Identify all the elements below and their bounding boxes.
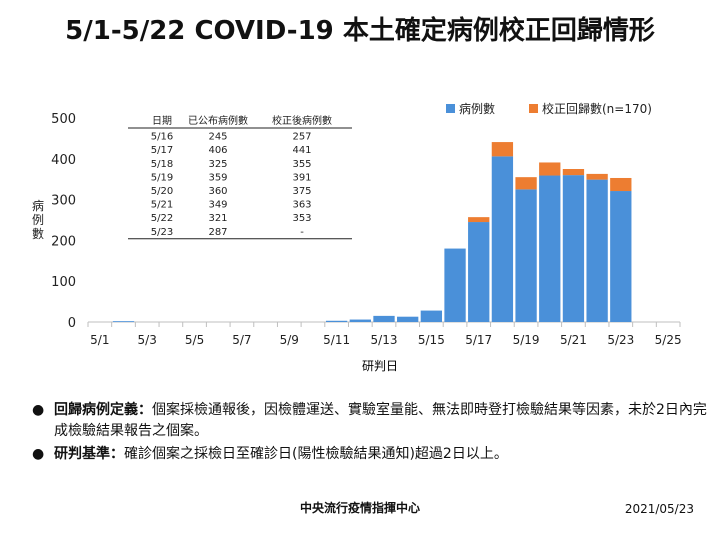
table-cell: - [300,227,304,238]
note-term: 回歸病例定義： [54,402,152,418]
legend-label: 校正回歸數(n=170) [542,101,652,116]
bar-cases [539,175,561,322]
data-table: 日期 已公布病例數 校正後病例數 5/16 245 257 5/17 406 441 5/18 32… [128,114,352,240]
table-cell: 391 [292,172,311,183]
x-tick-label: 5/9 [280,333,299,347]
chart-legend: 病例數 校正回歸數(n=170) [446,101,652,116]
footer-date: 2021/05/23 [624,502,694,516]
y-tick-label: 500 [51,112,76,127]
table-cell: 349 [208,200,227,211]
table-cell: 5/22 [151,213,173,224]
bar-regression [539,162,561,176]
legend-swatch-cases [446,104,455,113]
chart-bars [112,142,632,322]
bar-regression [562,169,585,176]
bar-cases [586,179,608,322]
y-tick-label: 200 [51,234,76,249]
table-cell: 363 [292,200,311,211]
x-tick-label: 5/25 [655,333,682,347]
bar-regression [468,217,490,223]
bar-regression [491,142,514,157]
table-cell: 5/21 [151,200,173,211]
table-cell: 441 [292,145,311,156]
table-cell: 287 [208,227,227,238]
bullet-icon: ● [32,402,45,418]
table-cell: 359 [208,172,227,183]
note-text: 個案採檢通報後，因檢體運送、實驗室量能、無法即時登打檢驗結果等因素，未於2日內完… [54,402,707,439]
y-tick-label: 0 [68,316,76,331]
bar-cases [515,189,537,322]
table-cell: 245 [208,132,227,143]
table-cell: 257 [292,132,311,143]
y-axis-ticks: 0 100 200 300 400 500 [51,112,76,331]
bar-cases [610,191,632,322]
table-cell: 5/18 [151,159,173,170]
x-tick-label: 5/3 [138,333,157,347]
x-tick-label: 5/23 [607,333,634,347]
x-tick-label: 5/13 [371,333,398,347]
table-cell: 5/16 [151,132,173,143]
bar-cases [491,156,514,322]
bar-regression [586,173,608,180]
bar-cases [444,248,466,322]
x-tick-label: 5/7 [232,333,251,347]
bullet-icon: ● [32,446,45,462]
y-axis-label-text: 病例數 [32,198,44,241]
table-cell: 375 [292,186,311,197]
bar-cases [468,222,490,322]
y-tick-label: 400 [51,153,76,168]
table-cell: 321 [208,213,227,224]
x-tick-label: 5/15 [418,333,445,347]
x-tick-label: 5/11 [323,333,350,347]
table-cell: 5/17 [151,145,173,156]
legend-swatch-regression [529,104,538,113]
bar-cases [325,320,348,322]
footnotes: ● 回歸病例定義：個案採檢通報後，因檢體運送、實驗室量能、無法即時登打檢驗結果等… [30,400,710,467]
x-tick-label: 5/21 [560,333,587,347]
note-text: 確診個案之採檢日至確診日(陽性檢驗結果通知)超過2日以上。 [124,446,508,462]
table-cell: 5/20 [151,186,173,197]
bar-cases [397,316,419,322]
bar-cases [562,175,585,322]
note-criteria: ● 研判基準：確診個案之採檢日至確診日(陽性檢驗結果通知)超過2日以上。 [30,444,710,465]
x-tick-label: 5/17 [465,333,492,347]
table-header: 已公布病例數 [188,114,248,127]
x-tick-label: 5/19 [513,333,540,347]
table-cell: 5/19 [151,172,173,183]
bar-regression [515,177,537,190]
x-axis-label: 研判日 [362,359,398,373]
x-axis-ticks: 5/1 5/3 5/5 5/7 5/9 5/11 5/13 5/15 5/17 5/19 5/21 5… [87,322,682,347]
table-header: 校正後病例數 [272,114,332,127]
footer-organization: 中央流行疫情指揮中心 [299,501,420,515]
note-regression-definition: ● 回歸病例定義：個案採檢通報後，因檢體運送、實驗室量能、無法即時登打檢驗結果等… [30,400,710,442]
note-term: 研判基準： [54,446,124,462]
bar-cases [373,315,395,322]
covid-bar-chart: 5/1 5/3 5/5 5/7 5/9 5/11 5/13 5/15 5/17 5/19 5/21 5… [32,101,682,373]
y-tick-label: 100 [51,275,76,290]
table-cell: 325 [208,159,227,170]
page-title: 5/1-5/22 COVID-19 本土確定病例校正回歸情形 [65,16,655,46]
legend-label: 病例數 [459,101,495,116]
bar-cases [112,321,135,322]
table-cell: 353 [292,213,311,224]
bar-cases [420,310,443,322]
bar-cases [349,319,371,322]
y-axis-label: 病例數 [32,198,44,241]
table-header: 日期 [152,115,172,127]
x-tick-label: 5/5 [185,333,204,347]
bar-regression [610,177,632,192]
table-cell: 355 [292,159,311,170]
y-tick-label: 300 [51,194,76,209]
table-cell: 406 [208,145,227,156]
table-cell: 360 [208,186,227,197]
x-tick-label: 5/1 [90,333,109,347]
table-cell: 5/23 [151,227,173,238]
